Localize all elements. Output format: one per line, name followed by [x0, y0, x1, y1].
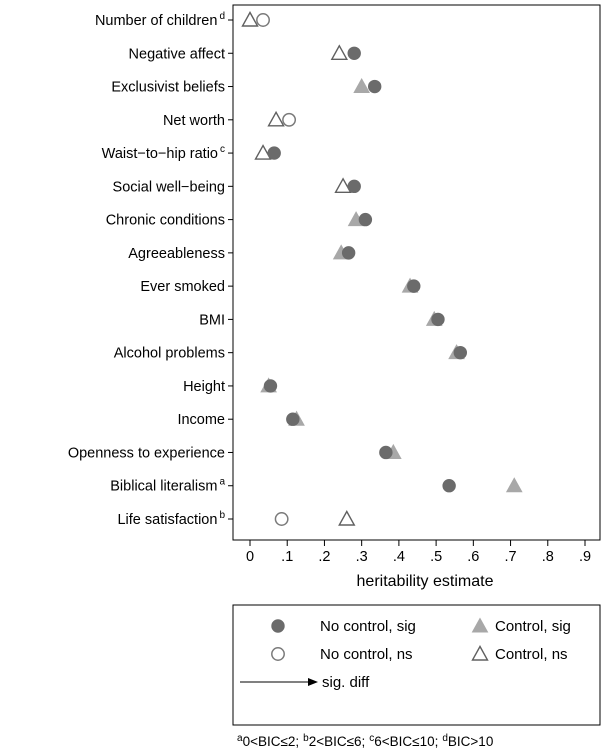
category-label: Ever smoked: [140, 279, 225, 295]
x-tick-label: .9: [579, 549, 591, 565]
footnote-superscript: a: [237, 733, 243, 744]
legend-marker: [271, 647, 285, 661]
category-label: Openness to experience: [68, 445, 225, 461]
category-name: Ever smoked: [140, 279, 225, 295]
circle-point-sig: [431, 312, 445, 327]
triangle-point-ns: [254, 144, 272, 160]
circle-point-sig: [267, 146, 281, 160]
circle-point-sig: [407, 279, 421, 293]
x-tick-label: .5: [430, 549, 442, 565]
category-name: Income: [177, 412, 225, 428]
circle-point-sig: [442, 479, 456, 493]
circle-point-sig: [286, 412, 300, 426]
category-label: Chronic conditions: [106, 213, 225, 229]
category-label: BMI: [199, 312, 225, 328]
category-name: Number of children: [95, 13, 218, 29]
category-name: Net worth: [163, 113, 225, 129]
category-label: Waist−to−hip ratio c: [102, 144, 225, 162]
category-label: Biblical literalism a: [110, 477, 225, 495]
legend-marker: [471, 645, 489, 661]
category-superscript: d: [219, 11, 225, 22]
category-label: Alcohol problems: [114, 346, 225, 362]
circle-point-sig: [358, 212, 373, 227]
x-tick-label: 0: [246, 549, 254, 565]
circle-point-sig: [263, 379, 278, 393]
data-marks: [241, 11, 523, 526]
legend-label: No control, ns: [320, 646, 413, 663]
triangle-point-ns: [330, 44, 349, 60]
circle-point-ns: [282, 112, 297, 127]
category-name: Biblical literalism: [110, 479, 217, 495]
legend-arrow-label: sig. diff: [322, 674, 370, 691]
footnote: a0<BIC≤2; b2<BIC≤6; c6<BIC≤10; dBIC>10: [237, 733, 493, 749]
triangle-point-ns: [267, 110, 285, 127]
category-label: Exclusivist beliefs: [111, 80, 225, 96]
category-name: Social well−being: [113, 179, 225, 195]
category-label: Social well−being: [113, 179, 225, 195]
footnote-text: 0<BIC≤2;: [243, 734, 300, 749]
circle-point-ns: [256, 13, 270, 27]
category-name: Chronic conditions: [106, 213, 225, 229]
category-label: Life satisfaction b: [117, 510, 225, 528]
category-name: Waist−to−hip ratio: [102, 146, 218, 162]
circle-point-sig: [347, 46, 361, 60]
bic-footnote: a0<BIC≤2; b2<BIC≤6; c6<BIC≤10; dBIC>10: [237, 733, 493, 749]
circle-point-sig: [367, 79, 382, 94]
plot-frame: [232, 4, 601, 541]
x-axis-label: heritability estimate: [357, 573, 494, 590]
triangle-point-ns: [338, 510, 356, 526]
circle-point-sig: [379, 445, 393, 460]
footnote-superscript: c: [369, 733, 374, 744]
triangle-point-sig: [505, 477, 523, 493]
category-label: Agreeableness: [128, 246, 225, 262]
legend: No control, sig Control, sig No control, n…: [232, 604, 601, 726]
legend-box: [232, 604, 601, 726]
x-tick-label: .6: [467, 549, 479, 565]
circle-point-sig: [341, 246, 356, 260]
footnote-text: 2<BIC≤6;: [309, 734, 366, 749]
plot-border: [232, 4, 601, 541]
category-superscript: b: [219, 510, 225, 521]
category-superscript: c: [220, 144, 225, 155]
x-tick-label: .4: [393, 549, 405, 565]
footnote-text: 6<BIC≤10;: [374, 734, 438, 749]
legend-arrow-head: [308, 678, 318, 686]
legend-marker: [471, 617, 489, 633]
category-labels: Number of children d Negative affect Exclus…: [68, 11, 233, 528]
x-tick-label: .8: [542, 549, 554, 565]
category-superscript: a: [219, 477, 225, 488]
category-name: Negative affect: [129, 46, 225, 62]
triangle-point-ns: [334, 177, 352, 194]
category-name: Openness to experience: [68, 445, 225, 461]
category-name: Agreeableness: [128, 246, 225, 262]
legend-label: Control, ns: [495, 646, 568, 663]
category-label: Net worth: [163, 113, 225, 129]
category-name: Alcohol problems: [114, 346, 225, 362]
circle-point-sig: [453, 345, 468, 360]
category-label: Negative affect: [129, 46, 225, 62]
category-label: Height: [183, 379, 225, 395]
category-name: BMI: [199, 312, 225, 328]
circle-point-ns: [274, 512, 289, 526]
circle-point-sig: [347, 179, 361, 194]
x-tick-label: .1: [281, 549, 293, 565]
legend-marker: [271, 619, 285, 633]
triangle-point-ns: [241, 11, 259, 27]
x-tick-label: .7: [505, 549, 517, 565]
triangle-point-sig: [353, 78, 371, 94]
legend-label: No control, sig: [320, 618, 416, 635]
category-label: Number of children d: [95, 11, 225, 29]
category-name: Exclusivist beliefs: [111, 80, 225, 96]
category-label: Income: [177, 412, 225, 428]
category-name: Height: [183, 379, 225, 395]
x-tick-label: .2: [318, 549, 330, 565]
footnote-superscript: b: [303, 733, 309, 744]
x-axis-ticks: 0 .1 .2 .3 .4 .5 .6 .7 .8 .9: [246, 540, 591, 565]
footnote-superscript: d: [442, 733, 448, 744]
x-tick-label: .3: [356, 549, 368, 565]
category-name: Life satisfaction: [117, 512, 217, 528]
footnote-text: BIC>10: [448, 734, 493, 749]
legend-label: Control, sig: [495, 618, 571, 635]
